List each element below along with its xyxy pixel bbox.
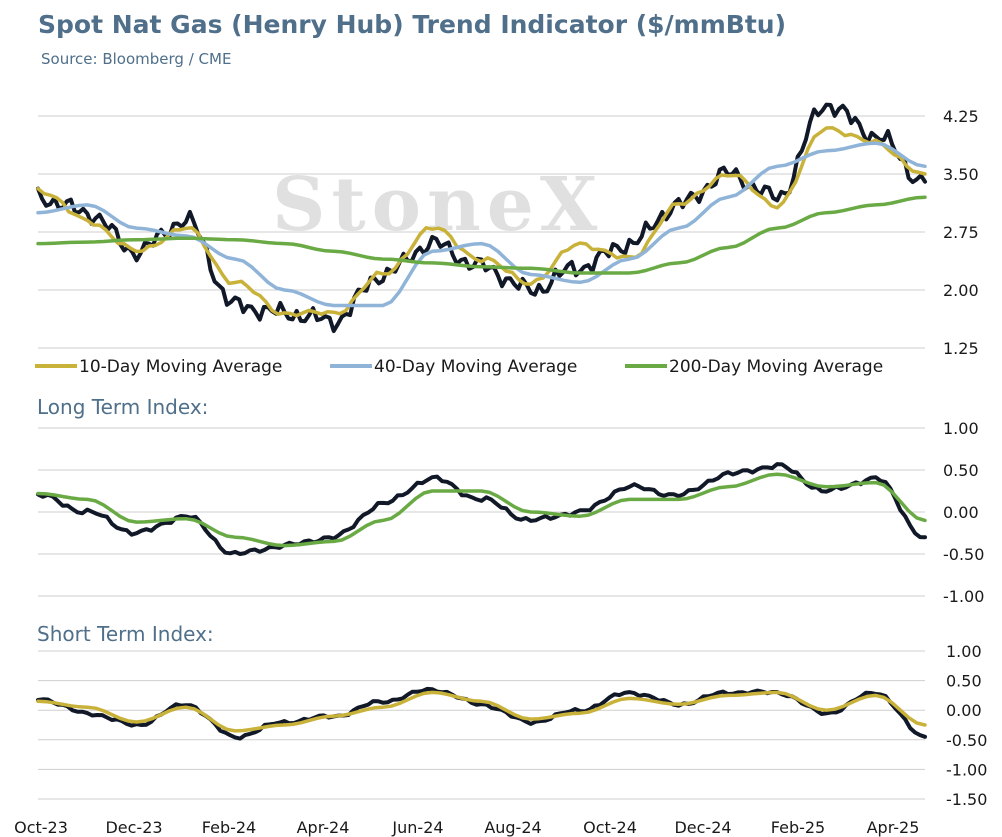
y-tick-label: 0.50 <box>946 672 982 691</box>
y-tick-label: 1.00 <box>946 642 982 661</box>
long-term-index-title: Long Term Index: <box>37 395 208 419</box>
y-tick-label: 2.75 <box>943 223 979 242</box>
series-line-index-smooth <box>36 690 927 733</box>
short-term-index-title: Short Term Index: <box>37 622 214 646</box>
series-line-price <box>36 102 927 334</box>
x-tick-label: Oct-24 <box>583 818 637 837</box>
price-panel: 4.25 3.50 2.75 2.00 1.25 <box>36 102 979 358</box>
y-tick-label: 0.00 <box>943 503 979 522</box>
x-tick-label: Dec-24 <box>674 818 731 837</box>
long-term-index-panel: 1.00 0.50 0.00 -0.50 -1.00 <box>36 419 984 606</box>
chart-title: Spot Nat Gas (Henry Hub) Trend Indicator… <box>38 10 786 39</box>
legend: 10-Day Moving Average 40-Day Moving Avera… <box>35 357 883 377</box>
y-tick-label: -1.00 <box>946 760 987 779</box>
y-tick-label: -1.00 <box>943 587 984 606</box>
x-tick-label: Jun-24 <box>391 818 443 837</box>
y-tick-label: 1.25 <box>943 339 979 358</box>
series-line-ma40 <box>36 141 927 308</box>
series-line-index <box>36 462 927 556</box>
series-line-ma10 <box>36 126 927 318</box>
y-tick-label: 0.50 <box>943 461 979 480</box>
y-tick-label: 4.25 <box>943 107 979 126</box>
y-tick-label: 3.50 <box>943 165 979 184</box>
x-tick-label: Feb-24 <box>202 818 256 837</box>
series-line-ma200 <box>36 195 927 275</box>
legend-label: 200-Day Moving Average <box>669 357 883 377</box>
stonex-watermark: StoneX <box>272 162 603 248</box>
short-term-index-panel: 1.00 0.50 0.00 -0.50 -1.00 -1.50 <box>36 642 987 809</box>
x-tick-label: Oct-23 <box>14 818 68 837</box>
y-tick-label: -1.50 <box>946 790 987 809</box>
y-tick-label: -0.50 <box>946 731 987 750</box>
x-axis: Oct-23 Dec-23 Feb-24 Apr-24 Jun-24 Aug-24 Oct-… <box>14 818 919 837</box>
y-tick-label: -0.50 <box>943 545 984 564</box>
legend-label: 10-Day Moving Average <box>79 357 282 377</box>
y-tick-label: 0.00 <box>946 701 982 720</box>
y-tick-label: 2.00 <box>943 281 979 300</box>
x-tick-label: Feb-25 <box>771 818 825 837</box>
x-tick-label: Dec-23 <box>105 818 162 837</box>
chart-source: Source: Bloomberg / CME <box>41 50 231 68</box>
legend-label: 40-Day Moving Average <box>374 357 577 377</box>
series-line-index-smooth <box>36 472 927 548</box>
x-tick-label: Apr-25 <box>867 818 920 837</box>
x-tick-label: Aug-24 <box>484 818 541 837</box>
x-tick-label: Apr-24 <box>297 818 350 837</box>
y-tick-label: 1.00 <box>943 419 979 438</box>
